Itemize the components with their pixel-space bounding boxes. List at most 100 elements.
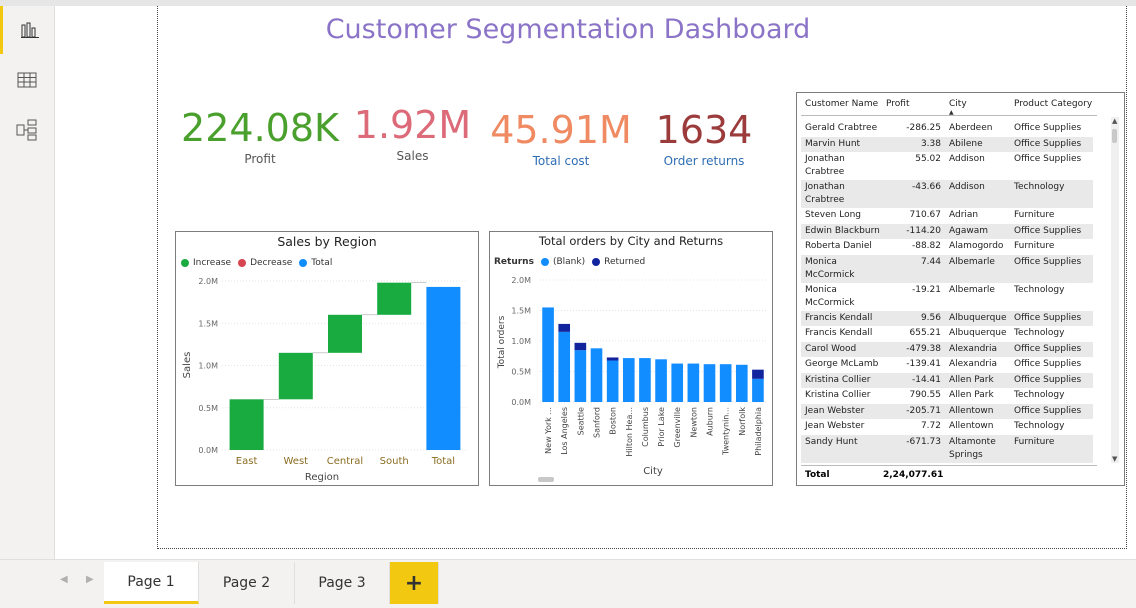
data-view-button[interactable] bbox=[0, 56, 54, 104]
legend-dot bbox=[540, 258, 549, 266]
table-row[interactable]: Gerald Crabtree -286.25 Aberdeen Office Sup… bbox=[801, 121, 1093, 137]
cell-city: Allentown bbox=[949, 405, 994, 416]
table-row[interactable]: Francis Kendall 9.56 Albuquerque Office Sup… bbox=[801, 310, 1093, 326]
scroll-thumb[interactable] bbox=[1112, 129, 1117, 143]
cell-profit: -19.21 bbox=[911, 284, 941, 295]
column-header-customer-name[interactable]: Customer Name bbox=[805, 99, 879, 109]
table-row[interactable]: Steven Long 710.67 Adrian Furniture bbox=[801, 208, 1093, 224]
model-view-button[interactable] bbox=[0, 106, 54, 154]
cell-city: Alexandria bbox=[949, 359, 998, 369]
cell-profit: -43.66 bbox=[911, 182, 941, 192]
table-row[interactable]: Jean Webster 7.72 Allentown Technology bbox=[801, 419, 1093, 435]
dashboard-title: Customer Segmentation Dashboard bbox=[325, 14, 811, 45]
tab-page-2[interactable]: Page 2 bbox=[199, 562, 295, 604]
cell-product-category: Office Supplies bbox=[1014, 343, 1082, 354]
cell-customer-name: Edwin Blackburn bbox=[805, 225, 880, 236]
legend-label: Increase bbox=[193, 258, 232, 268]
column-header-profit[interactable]: Profit bbox=[886, 99, 910, 109]
cell-city: Addison bbox=[949, 182, 985, 192]
x-tick-label: Boston bbox=[609, 407, 618, 435]
x-tick-label: Norfolk bbox=[738, 407, 747, 436]
tab-page-3[interactable]: Page 3 bbox=[295, 562, 390, 604]
table-row[interactable]: Francis Kendall 655.21 Albuquerque Technolo… bbox=[801, 326, 1093, 342]
cell-customer-name: Roberta Daniel bbox=[805, 241, 872, 251]
scroll-up-icon[interactable]: ▲ bbox=[1112, 117, 1118, 125]
cell-profit: -139.41 bbox=[906, 359, 941, 369]
table-row[interactable]: Sandy Hunt -671.73 Altamonte Springs Furnit… bbox=[801, 434, 1093, 463]
waterfall-bar bbox=[229, 399, 264, 450]
cell-city: Aberdeen bbox=[949, 123, 993, 133]
cell-profit: -88.82 bbox=[911, 241, 941, 251]
kpi-sales-card[interactable]: 1.92M Sales bbox=[350, 105, 475, 163]
kpi-order-returns-card[interactable]: 1634 Order returns bbox=[648, 110, 760, 168]
x-tick-label: Los Angeles bbox=[560, 407, 569, 455]
cell-product-category: Furniture bbox=[1014, 241, 1055, 251]
customer-table[interactable]: Customer Name Profit City ▲ Product Cate… bbox=[796, 92, 1125, 486]
cell-city: Albuquerque bbox=[949, 328, 1007, 338]
tab-page-1[interactable]: Page 1 bbox=[104, 562, 199, 604]
scroll-down-icon[interactable]: ▼ bbox=[1112, 455, 1118, 463]
cell-product-category: Office Supplies bbox=[1014, 225, 1082, 236]
prev-page-icon[interactable]: ◀ bbox=[60, 574, 68, 585]
legend-label: Decrease bbox=[250, 258, 293, 268]
cell-profit: 3.38 bbox=[920, 138, 941, 149]
kpi-profit-card[interactable]: 224.08K Profit bbox=[180, 108, 340, 166]
cell-customer-name: Jean Webster bbox=[805, 405, 865, 416]
sort-arrow-icon: ▲ bbox=[949, 109, 954, 116]
x-tick-label: West bbox=[284, 456, 309, 467]
cell-product-category: Technology bbox=[1014, 421, 1065, 431]
model-icon bbox=[16, 119, 37, 141]
cell-city: Allen Park bbox=[949, 390, 994, 400]
horizontal-scrollbar[interactable] bbox=[538, 477, 554, 482]
column-header-city[interactable]: City bbox=[949, 99, 967, 109]
table-row[interactable]: Edwin Blackburn -114.20 Agawam Office Suppl… bbox=[801, 223, 1093, 239]
cell-customer-name: Marvin Hunt bbox=[805, 138, 861, 149]
kpi-label: Profit bbox=[244, 152, 276, 166]
table-row[interactable]: Jonathan Crabtree 55.02 Addison Office Supp… bbox=[801, 152, 1093, 180]
table-row[interactable]: Kristina Collier -14.41 Allen Park Office S… bbox=[801, 372, 1093, 388]
cell-product-category: Office Supplies bbox=[1014, 374, 1082, 385]
add-page-button[interactable]: + bbox=[390, 562, 439, 604]
table-row[interactable]: Kristina Collier 790.55 Allen Park Technolo… bbox=[801, 388, 1093, 404]
cell-city: Albemarle bbox=[949, 284, 995, 295]
table-row[interactable]: Monica McCormick -19.21 Albemarle Technolog… bbox=[801, 283, 1093, 311]
y-tick-label: 2.0M bbox=[198, 277, 218, 286]
legend-label: Returned bbox=[604, 257, 646, 267]
column-header-product-category[interactable]: Product Category bbox=[1014, 99, 1093, 109]
x-tick-label: Greenville bbox=[673, 407, 682, 448]
y-tick-label: 1.0M bbox=[511, 337, 531, 346]
next-page-icon[interactable]: ▶ bbox=[86, 574, 94, 585]
sales-by-region-chart[interactable]: Sales by Region Increase Decrease Total … bbox=[175, 231, 479, 486]
view-sidebar bbox=[0, 6, 55, 559]
table-row[interactable]: Jonathan Crabtree -43.66 Addison Technology bbox=[801, 180, 1093, 208]
cell-customer-name: George McLamb bbox=[805, 359, 879, 369]
table-row[interactable]: Monica McCormick 7.44 Albemarle Office Supp… bbox=[801, 254, 1093, 283]
vertical-scrollbar[interactable]: ▲ ▼ bbox=[1111, 117, 1119, 463]
kpi-total-cost-card[interactable]: 45.91M Total cost bbox=[488, 110, 634, 168]
cell-city: Alexandria bbox=[949, 343, 998, 354]
table-row[interactable]: George McLamb -139.41 Alexandria Office Sup… bbox=[801, 357, 1093, 373]
bar-blank bbox=[687, 363, 700, 402]
cell-profit: -479.38 bbox=[906, 343, 941, 354]
bar-blank bbox=[574, 350, 587, 402]
table-row[interactable]: Marvin Hunt 3.38 Abilene Office Supplies bbox=[801, 136, 1093, 152]
table-row[interactable]: Jean Webster -205.71 Allentown Office Suppl… bbox=[801, 403, 1093, 419]
report-view-button[interactable] bbox=[0, 6, 57, 54]
waterfall-plot: 0.0M 0.5M 1.0M 1.5M 2.0M East West Central South… bbox=[182, 277, 468, 483]
orders-by-city-chart[interactable]: Total orders by City and Returns Returns… bbox=[489, 231, 773, 486]
bar-returned bbox=[606, 357, 619, 361]
cell-product-category: Office Supplies bbox=[1014, 154, 1082, 164]
x-tick-label: Newton bbox=[689, 407, 698, 438]
kpi-value: 1.92M bbox=[353, 103, 472, 147]
kpi-label: Total cost bbox=[532, 154, 590, 168]
table-row[interactable]: Carol Wood -479.38 Alexandria Office Suppli… bbox=[801, 341, 1093, 357]
bar-blank bbox=[719, 364, 732, 402]
legend-dot bbox=[592, 258, 601, 266]
waterfall-bar bbox=[377, 282, 412, 315]
waterfall-bar bbox=[426, 286, 461, 450]
table-row[interactable]: Roberta Daniel -88.82 Alamogordo Furniture bbox=[801, 239, 1093, 255]
cell-customer-name: Francis Kendall bbox=[805, 328, 873, 338]
y-tick-label: 0.5M bbox=[511, 368, 531, 377]
bar-returned bbox=[752, 369, 764, 379]
y-tick-label: 1.5M bbox=[198, 319, 218, 328]
